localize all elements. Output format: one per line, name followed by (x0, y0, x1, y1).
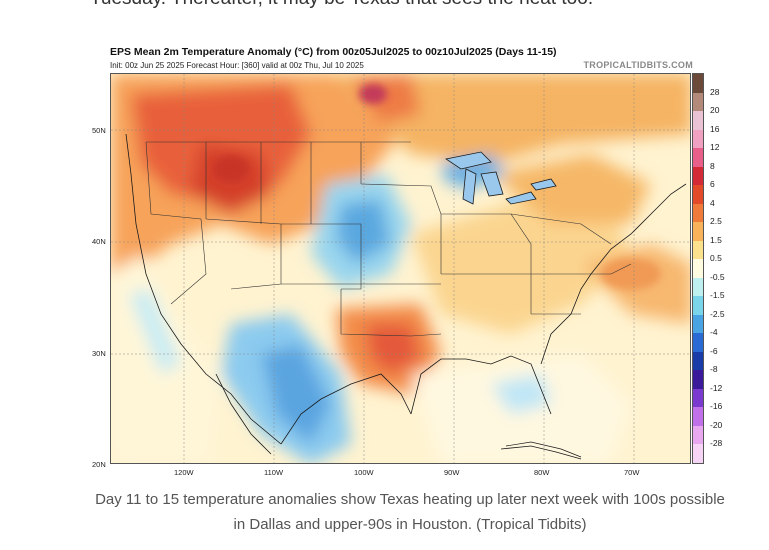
lat-label-20n: 20N (92, 460, 106, 469)
colorbar-segment (693, 129, 703, 149)
colorbar-label: 20 (710, 105, 720, 116)
colorbar-label: -8 (710, 364, 718, 375)
colorbar-segment (693, 314, 703, 334)
lon-label-120w: 120W (174, 468, 194, 477)
map-subtitle: Init: 00z Jun 25 2025 Forecast Hour: [36… (110, 61, 364, 70)
colorbar-label: 6 (710, 179, 715, 190)
lon-label-110w: 110W (264, 468, 284, 477)
colorbar-segment (693, 74, 703, 94)
colorbar-label: 16 (710, 123, 720, 134)
colorbar-label: 1.5 (710, 234, 722, 245)
colorbar-segment (693, 222, 703, 242)
lat-label-30n: 30N (92, 349, 106, 358)
great-lakes (444, 151, 557, 205)
colorbar-label: 12 (710, 142, 720, 153)
colorbar-label: -12 (710, 382, 723, 393)
anomaly-map-svg (111, 74, 690, 463)
lon-label-100w: 100W (354, 468, 374, 477)
colorbar (692, 73, 704, 464)
colorbar-segment (693, 277, 703, 297)
colorbar-segment (693, 444, 703, 464)
colorbar-label: 2.5 (710, 216, 722, 227)
colorbar-label: -6 (710, 345, 718, 356)
colorbar-segment (693, 148, 703, 168)
colorbar-segment (693, 425, 703, 445)
figure-caption: Day 11 to 15 temperature anomalies show … (95, 491, 725, 533)
lat-label-40n: 40N (92, 237, 106, 246)
temperature-anomaly-map-figure: EPS Mean 2m Temperature Anomaly (°C) fro… (80, 44, 725, 477)
colorbar-label: 8 (710, 160, 715, 171)
colorbar-label: -20 (710, 419, 723, 430)
colorbar-segment (693, 296, 703, 316)
colorbar-label: -16 (710, 401, 723, 412)
map-credit: TROPICALTIDBITS.COM (583, 60, 693, 70)
colorbar-label: -2.5 (710, 308, 725, 319)
lon-label-80w: 80W (534, 468, 550, 477)
map-title: EPS Mean 2m Temperature Anomaly (°C) fro… (110, 46, 557, 58)
anomaly-hotspots (213, 84, 661, 290)
coastlines (125, 133, 687, 460)
anomaly-field (111, 74, 690, 463)
colorbar-segment (693, 240, 703, 260)
colorbar-label: 28 (710, 86, 720, 97)
colorbar-segment (693, 185, 703, 205)
state-borders (145, 141, 632, 337)
colorbar-label: -0.5 (710, 271, 725, 282)
colorbar-segment (693, 111, 703, 131)
colorbar-label: -28 (710, 438, 723, 449)
colorbar-segment (693, 370, 703, 390)
colorbar-segment (693, 259, 703, 279)
anomaly-map (110, 73, 691, 464)
colorbar-label: -1.5 (710, 290, 725, 301)
lon-label-90w: 90W (444, 468, 460, 477)
colorbar-label: -4 (710, 327, 718, 338)
colorbar-segment (693, 388, 703, 408)
cuba-coast (505, 441, 582, 458)
colorbar-label: 4 (710, 197, 715, 208)
colorbar-segment (693, 166, 703, 186)
colorbar-segment (693, 351, 703, 371)
colorbar-label: 0.5 (710, 253, 722, 264)
lat-label-50n: 50N (92, 126, 106, 135)
colorbar-segment (693, 203, 703, 223)
colorbar-segment (693, 407, 703, 427)
colorbar-segment (693, 92, 703, 112)
map-grid (111, 74, 690, 463)
colorbar-segment (693, 333, 703, 353)
lon-label-70w: 70W (624, 468, 640, 477)
article-top-text: Tuesday. Thereafter, it may be Texas tha… (90, 0, 730, 12)
